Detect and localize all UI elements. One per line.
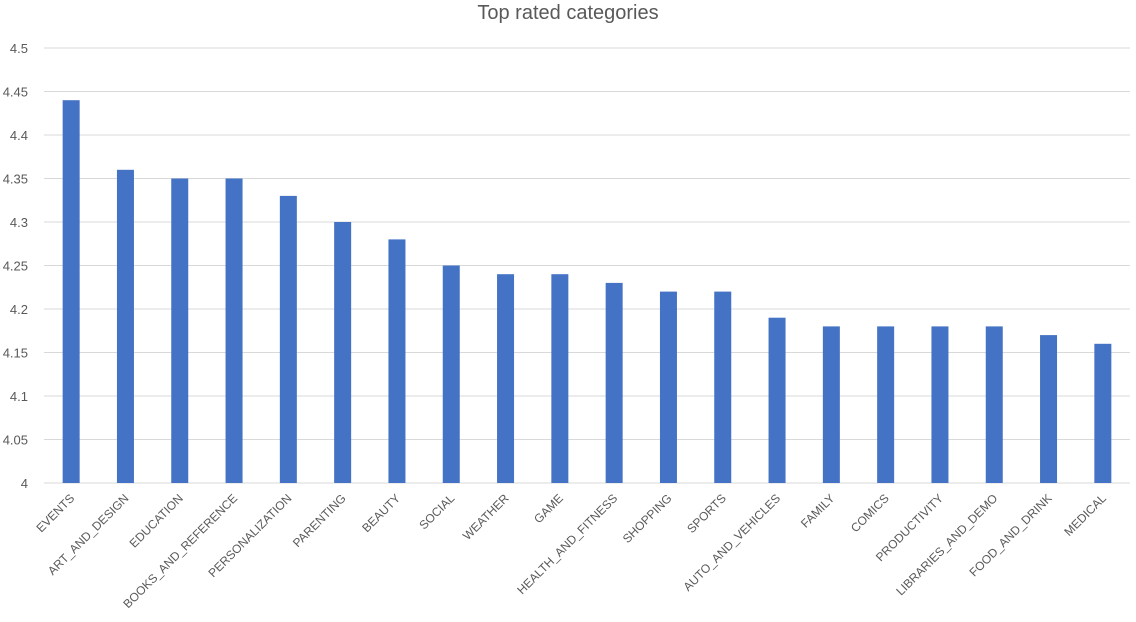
bar — [822, 326, 840, 483]
gridlines — [44, 47, 1130, 484]
bar — [714, 291, 732, 483]
bar — [1094, 343, 1112, 483]
x-axis-ticks: EVENTSART_AND_DESIGNEDUCATIONBOOKS_AND_R… — [33, 491, 1109, 611]
x-tick-label: SOCIAL — [416, 491, 457, 532]
bar — [225, 178, 243, 483]
x-tick-label: BOOKS_AND_REFERENCE — [120, 491, 240, 611]
bar — [497, 274, 515, 483]
x-tick-label: EVENTS — [33, 491, 77, 535]
x-tick-label: SHOPPING — [620, 491, 675, 546]
x-tick-label: BEAUTY — [359, 491, 403, 535]
bar — [171, 178, 189, 483]
x-tick-label: PARENTING — [290, 491, 349, 550]
bar — [116, 169, 134, 484]
y-tick-label: 4.15 — [3, 346, 28, 361]
y-tick-label: 4.25 — [3, 259, 28, 274]
x-tick-label: WEATHER — [460, 491, 512, 543]
x-tick-label: FAMILY — [798, 491, 837, 530]
bar — [985, 326, 1003, 483]
y-tick-label: 4.35 — [3, 172, 28, 187]
bar — [605, 282, 623, 483]
y-axis-ticks: 4 4.05 4.1 4.15 4.2 4.25 4.3 4.35 4.4 4.45 4.5 — [3, 41, 28, 491]
bar — [551, 274, 569, 483]
x-tick-label: COMICS — [848, 491, 892, 535]
x-tick-label: MEDICAL — [1061, 491, 1109, 539]
y-tick-label: 4.1 — [10, 389, 28, 404]
bar — [334, 222, 352, 483]
x-tick-label: SPORTS — [684, 491, 729, 536]
bar — [1040, 335, 1058, 483]
bar — [279, 195, 297, 483]
bar — [388, 239, 406, 483]
y-tick-label: 4.5 — [10, 41, 28, 56]
bar — [768, 317, 786, 483]
y-tick-label: 4 — [21, 476, 28, 491]
x-tick-label: HEALTH_AND_FITNESS — [514, 491, 620, 597]
x-tick-label: GAME — [531, 491, 566, 526]
bar — [877, 326, 895, 483]
chart-title: Top rated categories — [477, 2, 659, 24]
y-tick-label: 4.05 — [3, 433, 28, 448]
bars — [62, 100, 1112, 484]
x-tick-label: AUTO_AND_VEHICLES — [681, 491, 784, 594]
y-tick-label: 4.4 — [10, 128, 28, 143]
x-tick-label: EDUCATION — [127, 491, 186, 550]
x-tick-label: LIBRARIES_AND_DEMO — [893, 491, 1000, 598]
bar — [442, 265, 460, 483]
y-tick-label: 4.45 — [3, 85, 28, 100]
bar — [62, 100, 80, 483]
bar — [659, 291, 677, 483]
bar — [931, 326, 949, 483]
y-tick-label: 4.3 — [10, 215, 28, 230]
y-tick-label: 4.2 — [10, 302, 28, 317]
